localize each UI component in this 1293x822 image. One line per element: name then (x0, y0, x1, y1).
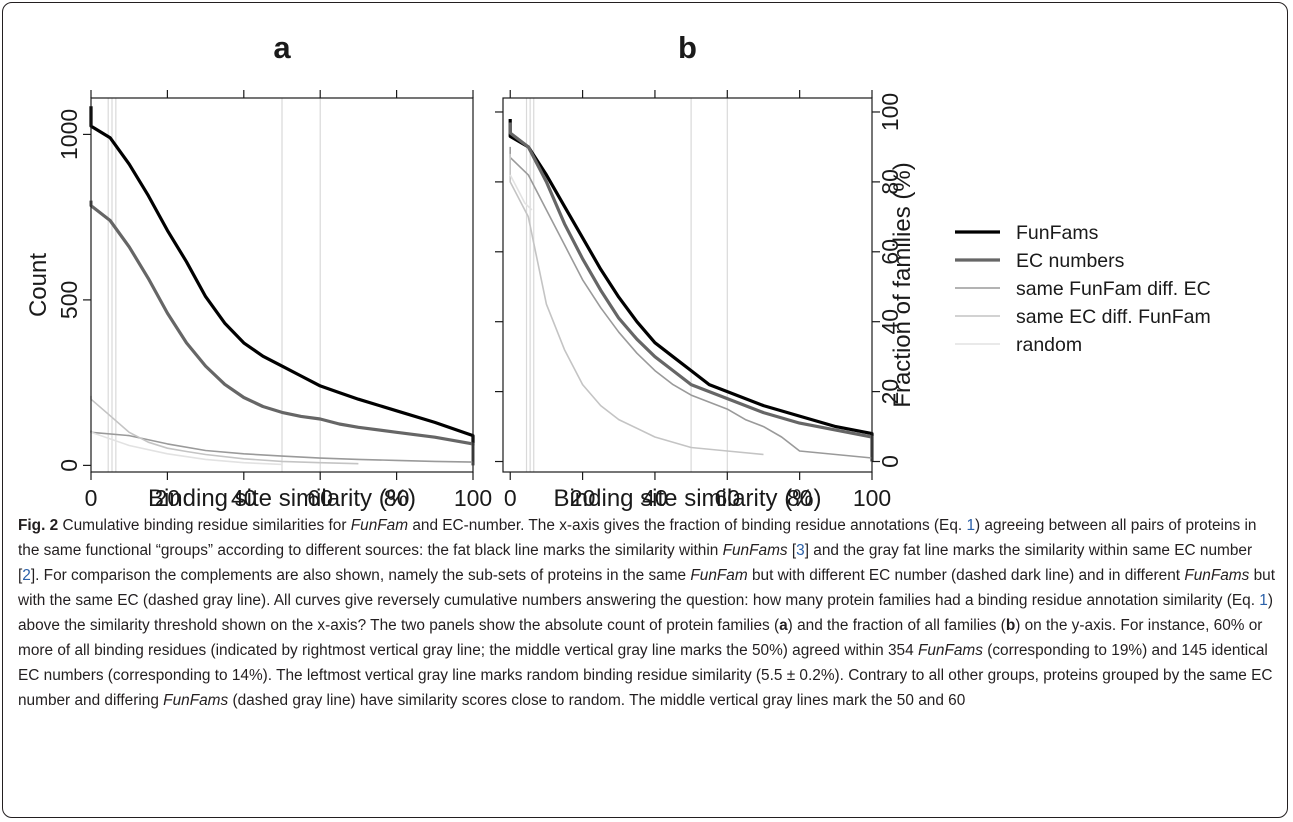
caption-text: [ (787, 542, 797, 559)
panel-a-y-tick-label: 1000 (56, 109, 82, 160)
panel-b-series-same-ec-diff-funfam (509, 153, 764, 456)
caption-text: ) and the fraction of all families ( (787, 617, 1006, 634)
caption-text: ]. For comparison the complements are al… (30, 567, 691, 584)
panel-a-x-tick-label: 0 (85, 485, 98, 511)
panel-a-x-tick-label: 40 (231, 485, 257, 511)
caption-reference-link[interactable]: 3 (796, 542, 805, 559)
figure-caption: Fig. 2 Cumulative binding residue simila… (18, 513, 1276, 713)
caption-text: Cumulative binding residue similarities … (58, 517, 351, 534)
caption-text: (dashed gray line) have similarity score… (228, 692, 966, 709)
caption-italic-term: FunFams (722, 542, 788, 559)
caption-text: ) above the similarity threshold shown o… (18, 592, 1273, 634)
panel-a-label: a (273, 30, 291, 65)
caption-text: but with different EC number (dashed dar… (747, 567, 1185, 584)
caption-italic-term: FunFams (163, 692, 229, 709)
panel-a-plot-frame (90, 97, 474, 473)
panel-b-x-tick-label: 60 (714, 485, 740, 511)
caption-text: but with the same EC (dashed gray line).… (18, 567, 1275, 609)
panel-b-series-ec-numbers (508, 122, 874, 462)
caption-text: (corresponding to 19%) and 145 identical… (18, 642, 1273, 709)
panel-b-y-tick-label: 20 (877, 379, 903, 405)
panel-b-plot-frame (502, 97, 873, 473)
legend-label-random: random (1016, 334, 1082, 356)
panel-a-x-tick-label: 100 (454, 485, 492, 511)
panel-b-y-tick-label: 100 (877, 93, 903, 131)
panel-b-x-tick-label: 40 (642, 485, 668, 511)
panel-b: 0 20 40 60 80 100 0 20 40 60 80 100 Binding site sim… (495, 30, 916, 512)
caption-italic-term: FunFams (1184, 567, 1250, 584)
panel-b-y-axis-label: Fraction of families (%) (889, 162, 916, 407)
panel-a-x-tick-label: 80 (384, 485, 410, 511)
caption-text: and EC-number. The x-axis gives the frac… (408, 517, 967, 534)
panel-a-x-axis-label: Binding site similarity (%) (148, 485, 416, 512)
caption-reference-link[interactable]: 1 (966, 517, 975, 534)
caption-text: ) on the y-axis. For instance, 60% or mo… (18, 617, 1263, 659)
panel-b-y-tick-label: 60 (877, 239, 903, 265)
legend-label-ec-numbers: EC numbers (1016, 250, 1125, 272)
caption-italic-term: FunFam (690, 567, 748, 584)
panel-a-y-axis-label: Count (25, 253, 52, 317)
caption-bold-term: b (1005, 617, 1016, 634)
legend: FunFams EC numbers same FunFam diff. EC sam… (955, 222, 1211, 356)
panel-b-y-tick-label: 40 (877, 309, 903, 335)
legend-label-funfams: FunFams (1016, 222, 1099, 244)
caption-reference-link[interactable]: 2 (22, 567, 31, 584)
panel-a-series-random (90, 431, 283, 466)
legend-label-same-funfam-diff-ec: same FunFam diff. EC (1016, 278, 1211, 300)
panel-b-series-same-funfam-diff-ec (509, 146, 873, 459)
panel-a-y-tick-label: 0 (56, 459, 82, 472)
panel-b-x-tick-label: 80 (787, 485, 813, 511)
panel-a-x-tick-label: 20 (155, 485, 181, 511)
panel-a-y-tick-label: 500 (56, 281, 82, 319)
panel-a-series-same-ec-diff-funfam (90, 395, 359, 465)
panel-b-y-tick-label: 0 (877, 455, 903, 468)
caption-text: ] and the gray fat line marks the simila… (18, 542, 1253, 584)
caption-bold-term: a (779, 617, 788, 634)
caption-italic-term: FunFam (350, 517, 409, 534)
panel-a-series-ec-numbers (89, 200, 475, 466)
panel-a-x-tick-label: 60 (307, 485, 333, 511)
caption-figure-label: Fig. 2 (18, 517, 59, 534)
caption-italic-term: FunFams (917, 642, 983, 659)
panel-b-y-tick-label: 80 (877, 169, 903, 195)
panel-a-series-same-funfam-diff-ec (90, 430, 474, 466)
panel-b-x-axis-label: Binding site similarity (%) (553, 485, 821, 512)
panel-b-x-tick-label: 20 (570, 485, 596, 511)
panel-b-series-random (509, 174, 533, 211)
caption-text: ) agreeing between all pairs of proteins… (18, 517, 1257, 559)
panel-a-series-funfams (89, 106, 475, 446)
legend-label-same-ec-diff-funfam: same EC diff. FunFam (1016, 306, 1211, 328)
panel-b-label: b (678, 30, 697, 65)
caption-reference-link[interactable]: 1 (1259, 592, 1268, 609)
panel-b-series-funfams (508, 119, 874, 462)
panel-b-x-tick-label: 0 (504, 485, 517, 511)
panel-b-x-tick-label: 100 (853, 485, 891, 511)
